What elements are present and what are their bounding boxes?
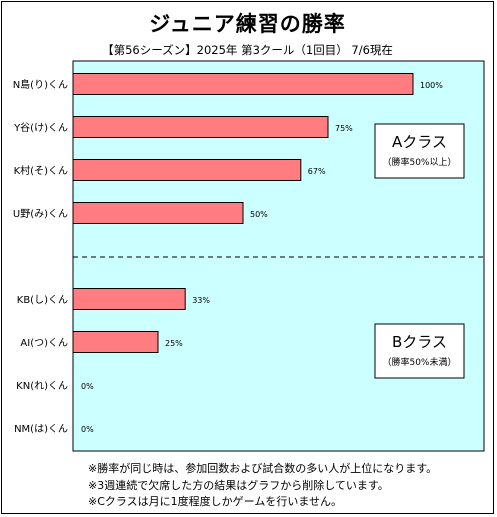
footnote: ※3週連続で欠席した方の結果はグラフから削除しています。 — [88, 478, 389, 492]
footnote: ※Cクラスは月に1度程度しかゲームを行いません。 — [88, 495, 343, 508]
group-note: （勝率50%未満） — [382, 356, 456, 368]
bar — [72, 73, 414, 95]
category-label: N島(り)くん — [13, 78, 68, 91]
value-label: 75% — [335, 124, 353, 133]
footnote: ※勝率が同じ時は、参加回数および試合数の多い人が上位になります。 — [88, 462, 438, 475]
bar — [72, 159, 302, 181]
group-note: （勝率50%以上） — [382, 156, 456, 168]
chart-subtitle: 【第56シーズン】2025年 第3クール（1回目） 7/6現在 — [102, 43, 393, 57]
chart-title: ジュニア練習の勝率 — [149, 12, 346, 36]
bar — [72, 116, 329, 138]
bar — [72, 331, 159, 353]
group-name: Bクラス — [392, 333, 447, 351]
category-label: KN(れ)くん — [16, 380, 68, 392]
group-name: Aクラス — [392, 133, 447, 151]
group-label-box — [374, 123, 465, 179]
category-label: KB(し)くん — [17, 294, 68, 306]
category-label: K村(そ)くん — [14, 164, 68, 177]
bar — [72, 202, 244, 224]
value-label: 0% — [81, 382, 94, 391]
footnotes: ※勝率が同じ時は、参加回数および試合数の多い人が上位になります。 ※3週連続で欠… — [88, 461, 437, 511]
value-label: 67% — [308, 167, 326, 176]
category-label: NM(は)くん — [14, 423, 68, 435]
category-label: Y谷(け)くん — [13, 122, 68, 134]
value-label: 25% — [165, 339, 183, 348]
value-label: 50% — [250, 210, 268, 219]
value-label: 0% — [81, 425, 94, 434]
group-label-box — [374, 323, 465, 379]
category-label: AI(つ)くん — [20, 337, 68, 349]
value-label: 100% — [420, 81, 443, 90]
bar-chart: N島(り)くん 100% Y谷(け)くん 75% K村(そ)くん 67% U野(み)くん 50… — [13, 60, 485, 452]
bar — [72, 288, 186, 310]
value-label: 33% — [192, 296, 210, 305]
category-label: U野(み)くん — [13, 208, 68, 220]
